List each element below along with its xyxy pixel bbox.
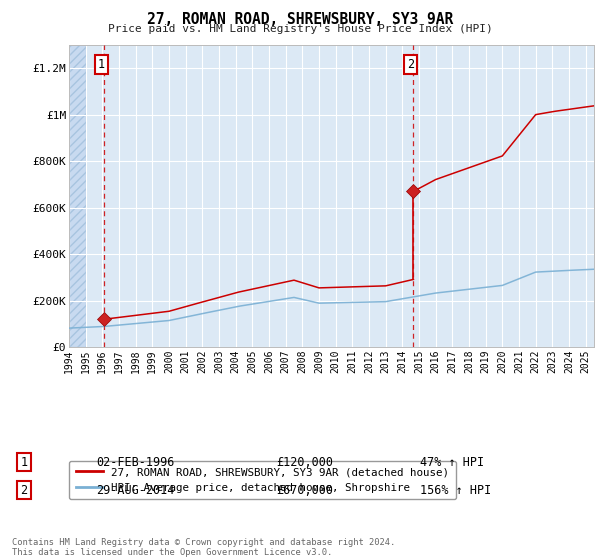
- Text: 29-AUG-2014: 29-AUG-2014: [96, 483, 175, 497]
- Text: 02-FEB-1996: 02-FEB-1996: [96, 455, 175, 469]
- Text: Contains HM Land Registry data © Crown copyright and database right 2024.
This d: Contains HM Land Registry data © Crown c…: [12, 538, 395, 557]
- Text: 1: 1: [98, 58, 105, 71]
- Text: 47% ↑ HPI: 47% ↑ HPI: [420, 455, 484, 469]
- Text: 2: 2: [20, 483, 28, 497]
- Text: 156% ↑ HPI: 156% ↑ HPI: [420, 483, 491, 497]
- Text: 1: 1: [20, 455, 28, 469]
- Text: £120,000: £120,000: [276, 455, 333, 469]
- Text: 27, ROMAN ROAD, SHREWSBURY, SY3 9AR: 27, ROMAN ROAD, SHREWSBURY, SY3 9AR: [147, 12, 453, 27]
- Text: Price paid vs. HM Land Registry's House Price Index (HPI): Price paid vs. HM Land Registry's House …: [107, 24, 493, 34]
- Legend: 27, ROMAN ROAD, SHREWSBURY, SY3 9AR (detached house), HPI: Average price, detach: 27, ROMAN ROAD, SHREWSBURY, SY3 9AR (det…: [69, 461, 456, 499]
- Text: £670,000: £670,000: [276, 483, 333, 497]
- Text: 2: 2: [407, 58, 415, 71]
